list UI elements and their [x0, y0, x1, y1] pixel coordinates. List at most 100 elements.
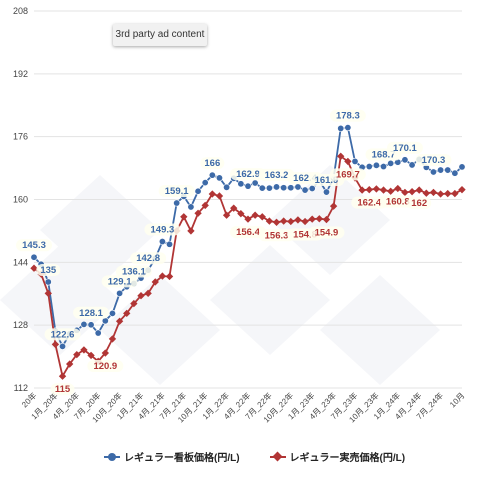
data-point	[87, 351, 95, 360]
data-label-bg	[329, 109, 366, 122]
legend-label-actual: レギュラー実売価格(円/L)	[289, 453, 406, 464]
legend-marker-circle-icon	[104, 452, 120, 461]
data-point	[458, 186, 466, 194]
legend-label-signboard: レギュラー看板価格(円/L)	[124, 453, 240, 464]
data-point	[30, 253, 38, 261]
data-point	[230, 204, 238, 212]
data-point	[394, 184, 402, 193]
data-point	[458, 163, 466, 171]
data-label: 159.1	[165, 186, 189, 197]
legend-item-signboard[interactable]: レギュラー看板価格(円/L)	[104, 449, 240, 464]
data-point	[244, 215, 252, 223]
data-point	[437, 166, 445, 174]
data-label: 135	[40, 265, 57, 276]
data-point	[87, 321, 95, 329]
ad-placeholder[interactable]: 3rd party ad content	[113, 24, 207, 46]
data-point	[158, 238, 166, 246]
data-label: 142.8	[136, 253, 160, 264]
data-label-bg	[101, 275, 138, 288]
data-point	[408, 187, 416, 196]
data-label-bg	[386, 141, 423, 154]
y-axis-ticks: 112 128 144 160 176 192 208	[13, 6, 28, 393]
data-point	[308, 185, 316, 193]
data-label: 170.1	[393, 143, 417, 154]
data-label-bg	[379, 195, 416, 208]
y-tick-label: 112	[14, 383, 28, 393]
data-point	[280, 184, 288, 192]
y-tick-label: 144	[13, 257, 28, 267]
data-point	[322, 188, 330, 196]
background-shape-5	[270, 165, 390, 275]
data-label: 169.7	[336, 169, 360, 180]
data-point	[351, 157, 359, 165]
data-point	[108, 335, 117, 343]
data-label: 163.2	[265, 170, 289, 181]
data-label-bg	[230, 226, 266, 239]
data-point	[173, 199, 181, 207]
data-label-bg	[158, 185, 195, 198]
data-point	[337, 124, 345, 132]
data-label-bg	[308, 226, 345, 239]
data-point	[301, 217, 309, 226]
data-label: 162.9	[236, 169, 260, 180]
y-tick-label: 192	[13, 69, 28, 79]
data-label-bg	[130, 252, 167, 265]
data-point	[265, 184, 273, 192]
data-point	[223, 183, 231, 191]
data-point	[187, 203, 195, 211]
data-point	[387, 159, 395, 167]
x-axis-ticks: 20年1月_20年4月_20年7月_20年10月_20年1月_21年4月_21年…	[19, 390, 466, 424]
data-point	[444, 189, 452, 198]
data-point	[201, 179, 209, 187]
data-point	[59, 342, 67, 350]
data-point	[58, 372, 67, 380]
data-label: 129.1	[108, 276, 132, 287]
data-point	[80, 346, 88, 354]
data-point	[251, 211, 259, 219]
data-point	[365, 163, 373, 171]
data-label: 166	[204, 158, 220, 169]
data-point	[329, 202, 338, 210]
data-point	[451, 189, 459, 198]
data-label: 122.6	[51, 329, 75, 340]
data-point	[194, 187, 202, 195]
data-label: 156.4	[236, 227, 260, 238]
data-label: 160.8	[386, 197, 410, 208]
data-point	[44, 278, 52, 286]
data-point	[108, 309, 116, 317]
data-point	[144, 289, 152, 298]
legend-item-actual[interactable]: レギュラー実売価格(円/L)	[269, 449, 406, 464]
y-tick-label: 128	[13, 320, 28, 330]
y-tick-label: 208	[13, 6, 28, 16]
background-shape-4	[40, 175, 160, 285]
data-point	[187, 227, 195, 235]
data-point	[165, 272, 174, 281]
data-label-bg	[44, 328, 81, 341]
data-label-bg	[200, 157, 225, 170]
data-point	[380, 163, 388, 171]
data-point	[130, 299, 138, 308]
data-label: 136.1	[122, 267, 146, 278]
data-point	[272, 218, 281, 226]
data-label: 149.3	[151, 225, 175, 236]
data-point	[401, 188, 409, 197]
data-label-bg	[230, 168, 266, 181]
data-label: 170.3	[422, 155, 446, 166]
data-label: 162.4	[357, 198, 381, 209]
data-point	[372, 185, 381, 193]
data-point	[301, 186, 309, 194]
data-label-bg	[87, 360, 124, 373]
data-point	[215, 174, 223, 182]
y-tick-label: 160	[13, 195, 28, 205]
data-point	[116, 289, 124, 297]
data-label-bg	[115, 265, 152, 278]
data-label: 161.9	[315, 175, 339, 186]
data-label: 120.9	[93, 361, 117, 372]
background-shape-3	[320, 275, 440, 385]
data-point	[158, 272, 167, 280]
data-label-bg	[351, 196, 388, 209]
data-label-bg	[73, 306, 110, 319]
data-point	[365, 186, 373, 194]
